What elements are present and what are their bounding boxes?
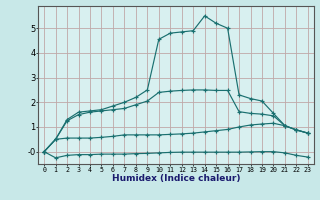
X-axis label: Humidex (Indice chaleur): Humidex (Indice chaleur) [112, 174, 240, 183]
